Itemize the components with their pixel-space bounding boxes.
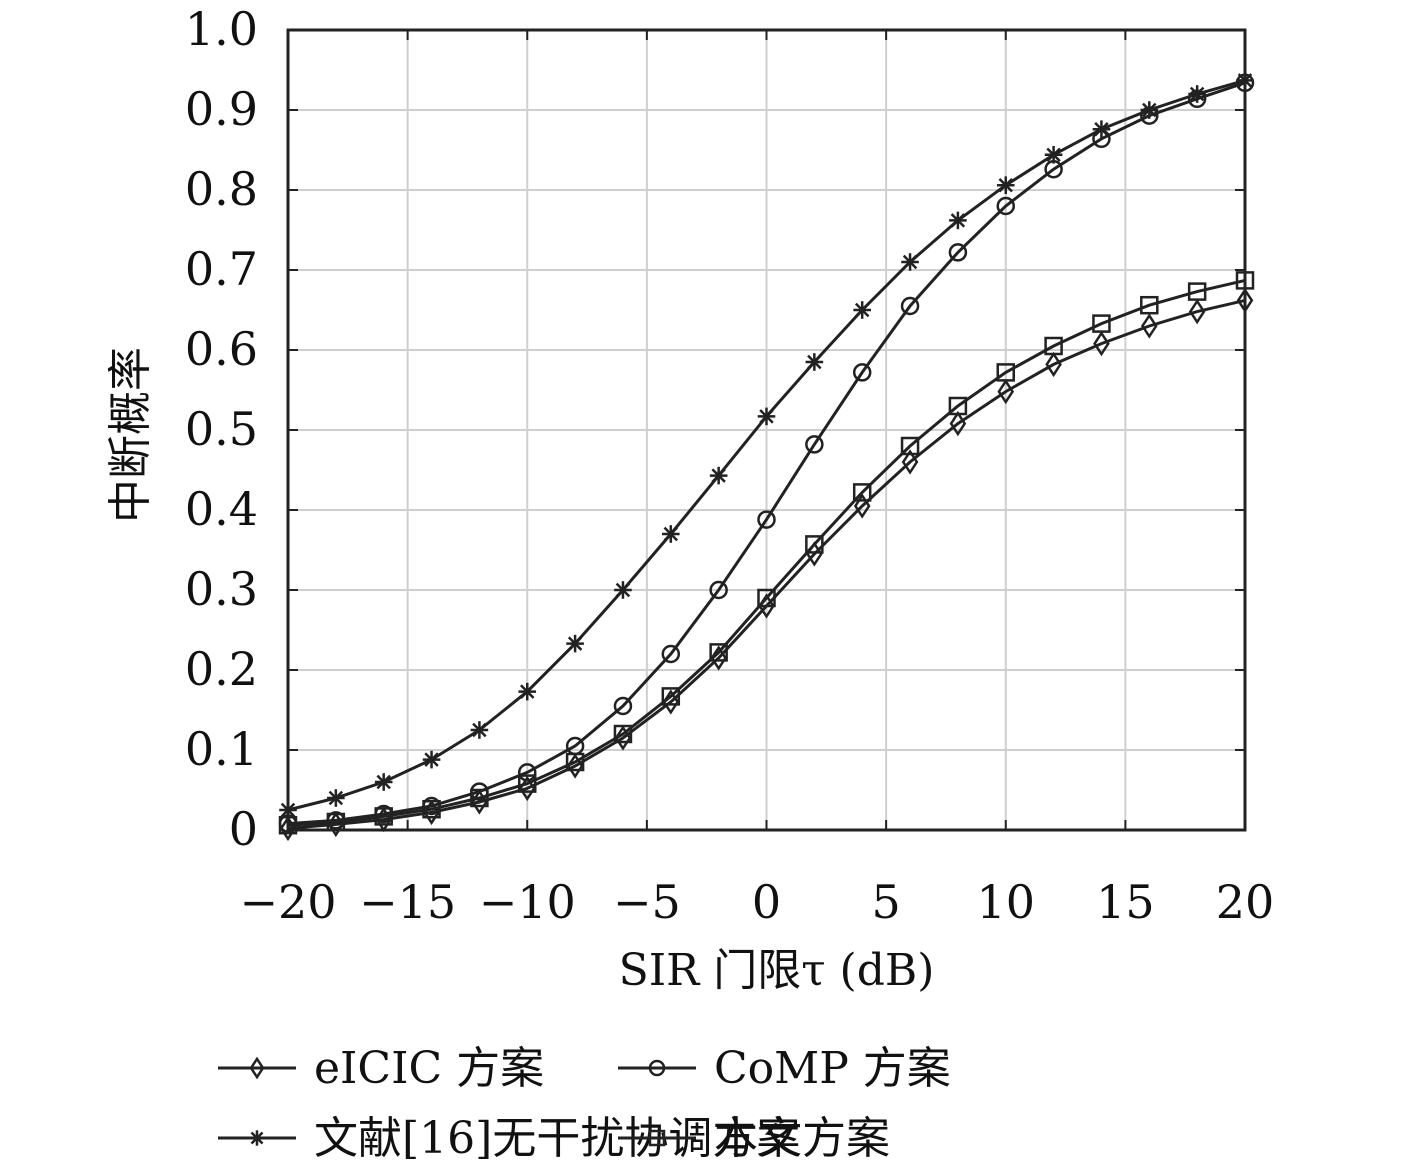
series-line bbox=[287, 278, 1246, 827]
data-point-square bbox=[900, 436, 920, 456]
data-point-asterisk bbox=[518, 682, 537, 701]
data-point-asterisk bbox=[249, 1130, 265, 1146]
data-point-asterisk bbox=[805, 353, 824, 371]
data-point-circle bbox=[709, 580, 728, 600]
x-tick-label: −15 bbox=[359, 875, 456, 929]
data-point-diamond bbox=[901, 449, 919, 475]
data-point-diamond bbox=[614, 725, 632, 751]
data-point-square bbox=[1187, 282, 1207, 301]
grid bbox=[288, 30, 1245, 830]
legend-label: 本文方案 bbox=[714, 1113, 890, 1164]
x-tick-label: −5 bbox=[613, 875, 681, 929]
y-tick-label: 0.3 bbox=[185, 562, 258, 616]
y-axis-label: 中断概率 bbox=[105, 347, 156, 523]
x-tick-label: 20 bbox=[1216, 875, 1275, 929]
data-point-diamond bbox=[1093, 330, 1110, 357]
data-point-asterisk bbox=[949, 211, 967, 230]
data-point-square bbox=[470, 788, 489, 808]
y-tick-label: 0.1 bbox=[185, 722, 258, 776]
data-point-asterisk bbox=[1140, 101, 1159, 119]
y-tick-label: 0.6 bbox=[185, 322, 258, 376]
data-point-square bbox=[661, 687, 681, 706]
data-point-square bbox=[518, 774, 537, 793]
data-point-square bbox=[852, 483, 872, 502]
data-point-asterisk bbox=[1092, 120, 1111, 138]
data-point-square bbox=[374, 807, 393, 826]
data-point-asterisk bbox=[470, 721, 489, 739]
data-point-asterisk bbox=[662, 525, 680, 543]
data-point-square bbox=[1044, 336, 1063, 356]
data-point-diamond bbox=[949, 410, 967, 437]
x-tick-label: 15 bbox=[1096, 875, 1155, 929]
x-tick-label: 5 bbox=[871, 875, 900, 929]
series-square bbox=[278, 271, 1255, 835]
y-axis-ticks: 0 0.1 0.2 0.3 0.4 0.5 0.6 0.7 0.8 0.9 1.0 bbox=[185, 2, 1245, 856]
legend-label: CoMP 方案 bbox=[714, 1043, 951, 1094]
legend-item: CoMP 方案 bbox=[618, 1043, 951, 1094]
y-tick-label: 0.5 bbox=[185, 402, 258, 456]
data-point-circle bbox=[948, 243, 968, 262]
legend-item: 本文方案 bbox=[618, 1113, 890, 1164]
data-point-diamond bbox=[249, 1056, 265, 1080]
data-point-asterisk bbox=[566, 634, 584, 653]
data-point-diamond bbox=[997, 378, 1015, 405]
data-point-square bbox=[805, 535, 824, 554]
data-point-square bbox=[1140, 295, 1159, 315]
data-point-circle bbox=[805, 435, 824, 454]
y-tick-label: 0 bbox=[229, 802, 258, 856]
data-point-circle bbox=[648, 1059, 666, 1077]
data-point-square bbox=[757, 588, 776, 608]
series-layer bbox=[278, 71, 1255, 842]
data-point-square bbox=[648, 1129, 666, 1147]
data-point-asterisk bbox=[374, 773, 393, 791]
data-point-asterisk bbox=[1188, 85, 1206, 103]
series-line bbox=[287, 81, 1246, 826]
data-point-circle bbox=[518, 763, 537, 782]
x-tick-label: 0 bbox=[752, 875, 781, 929]
legend-label: 文献[16]无干扰协调方案 bbox=[314, 1113, 800, 1164]
y-tick-label: 0.9 bbox=[185, 82, 258, 136]
data-point-circle bbox=[661, 644, 681, 664]
x-axis-ticks: −20 −15 −10 −5 0 5 10 15 20 bbox=[239, 30, 1274, 929]
data-point-square bbox=[565, 752, 585, 772]
legend-label: eICIC 方案 bbox=[314, 1043, 544, 1094]
data-point-asterisk bbox=[1044, 146, 1063, 164]
data-point-asterisk bbox=[327, 789, 345, 807]
x-tick-label: −10 bbox=[479, 875, 576, 929]
legend-item: eICIC 方案 bbox=[218, 1043, 544, 1094]
data-point-asterisk bbox=[422, 750, 441, 769]
data-point-circle bbox=[852, 363, 872, 382]
data-point-circle bbox=[900, 296, 920, 316]
data-point-circle bbox=[996, 196, 1015, 216]
data-point-diamond bbox=[1045, 351, 1062, 378]
data-point-diamond bbox=[853, 493, 871, 519]
y-tick-label: 0.7 bbox=[185, 242, 258, 296]
data-point-asterisk bbox=[996, 176, 1015, 194]
x-tick-label: 10 bbox=[976, 875, 1035, 929]
data-point-diamond bbox=[1141, 313, 1158, 339]
data-point-asterisk bbox=[709, 466, 728, 485]
y-tick-label: 0.8 bbox=[185, 162, 258, 216]
data-point-asterisk bbox=[901, 253, 919, 271]
x-tick-label: −20 bbox=[239, 875, 336, 929]
data-point-diamond bbox=[1188, 298, 1206, 325]
data-point-asterisk bbox=[757, 407, 776, 426]
x-axis-label: SIR 门限τ (dB) bbox=[619, 945, 935, 996]
data-point-square bbox=[1092, 314, 1111, 333]
data-point-asterisk bbox=[853, 301, 871, 319]
data-point-circle bbox=[757, 510, 776, 529]
legend-item: 文献[16]无干扰协调方案 bbox=[218, 1113, 800, 1164]
y-tick-label: 0.4 bbox=[185, 482, 258, 536]
data-point-square bbox=[996, 363, 1015, 382]
data-point-square bbox=[613, 724, 633, 744]
data-point-asterisk bbox=[614, 581, 632, 599]
y-tick-label: 1.0 bbox=[185, 2, 258, 56]
data-point-square bbox=[422, 799, 441, 819]
y-tick-label: 0.2 bbox=[185, 642, 258, 696]
data-point-circle bbox=[613, 696, 633, 716]
data-point-square bbox=[948, 396, 968, 416]
data-point-square bbox=[709, 643, 728, 662]
